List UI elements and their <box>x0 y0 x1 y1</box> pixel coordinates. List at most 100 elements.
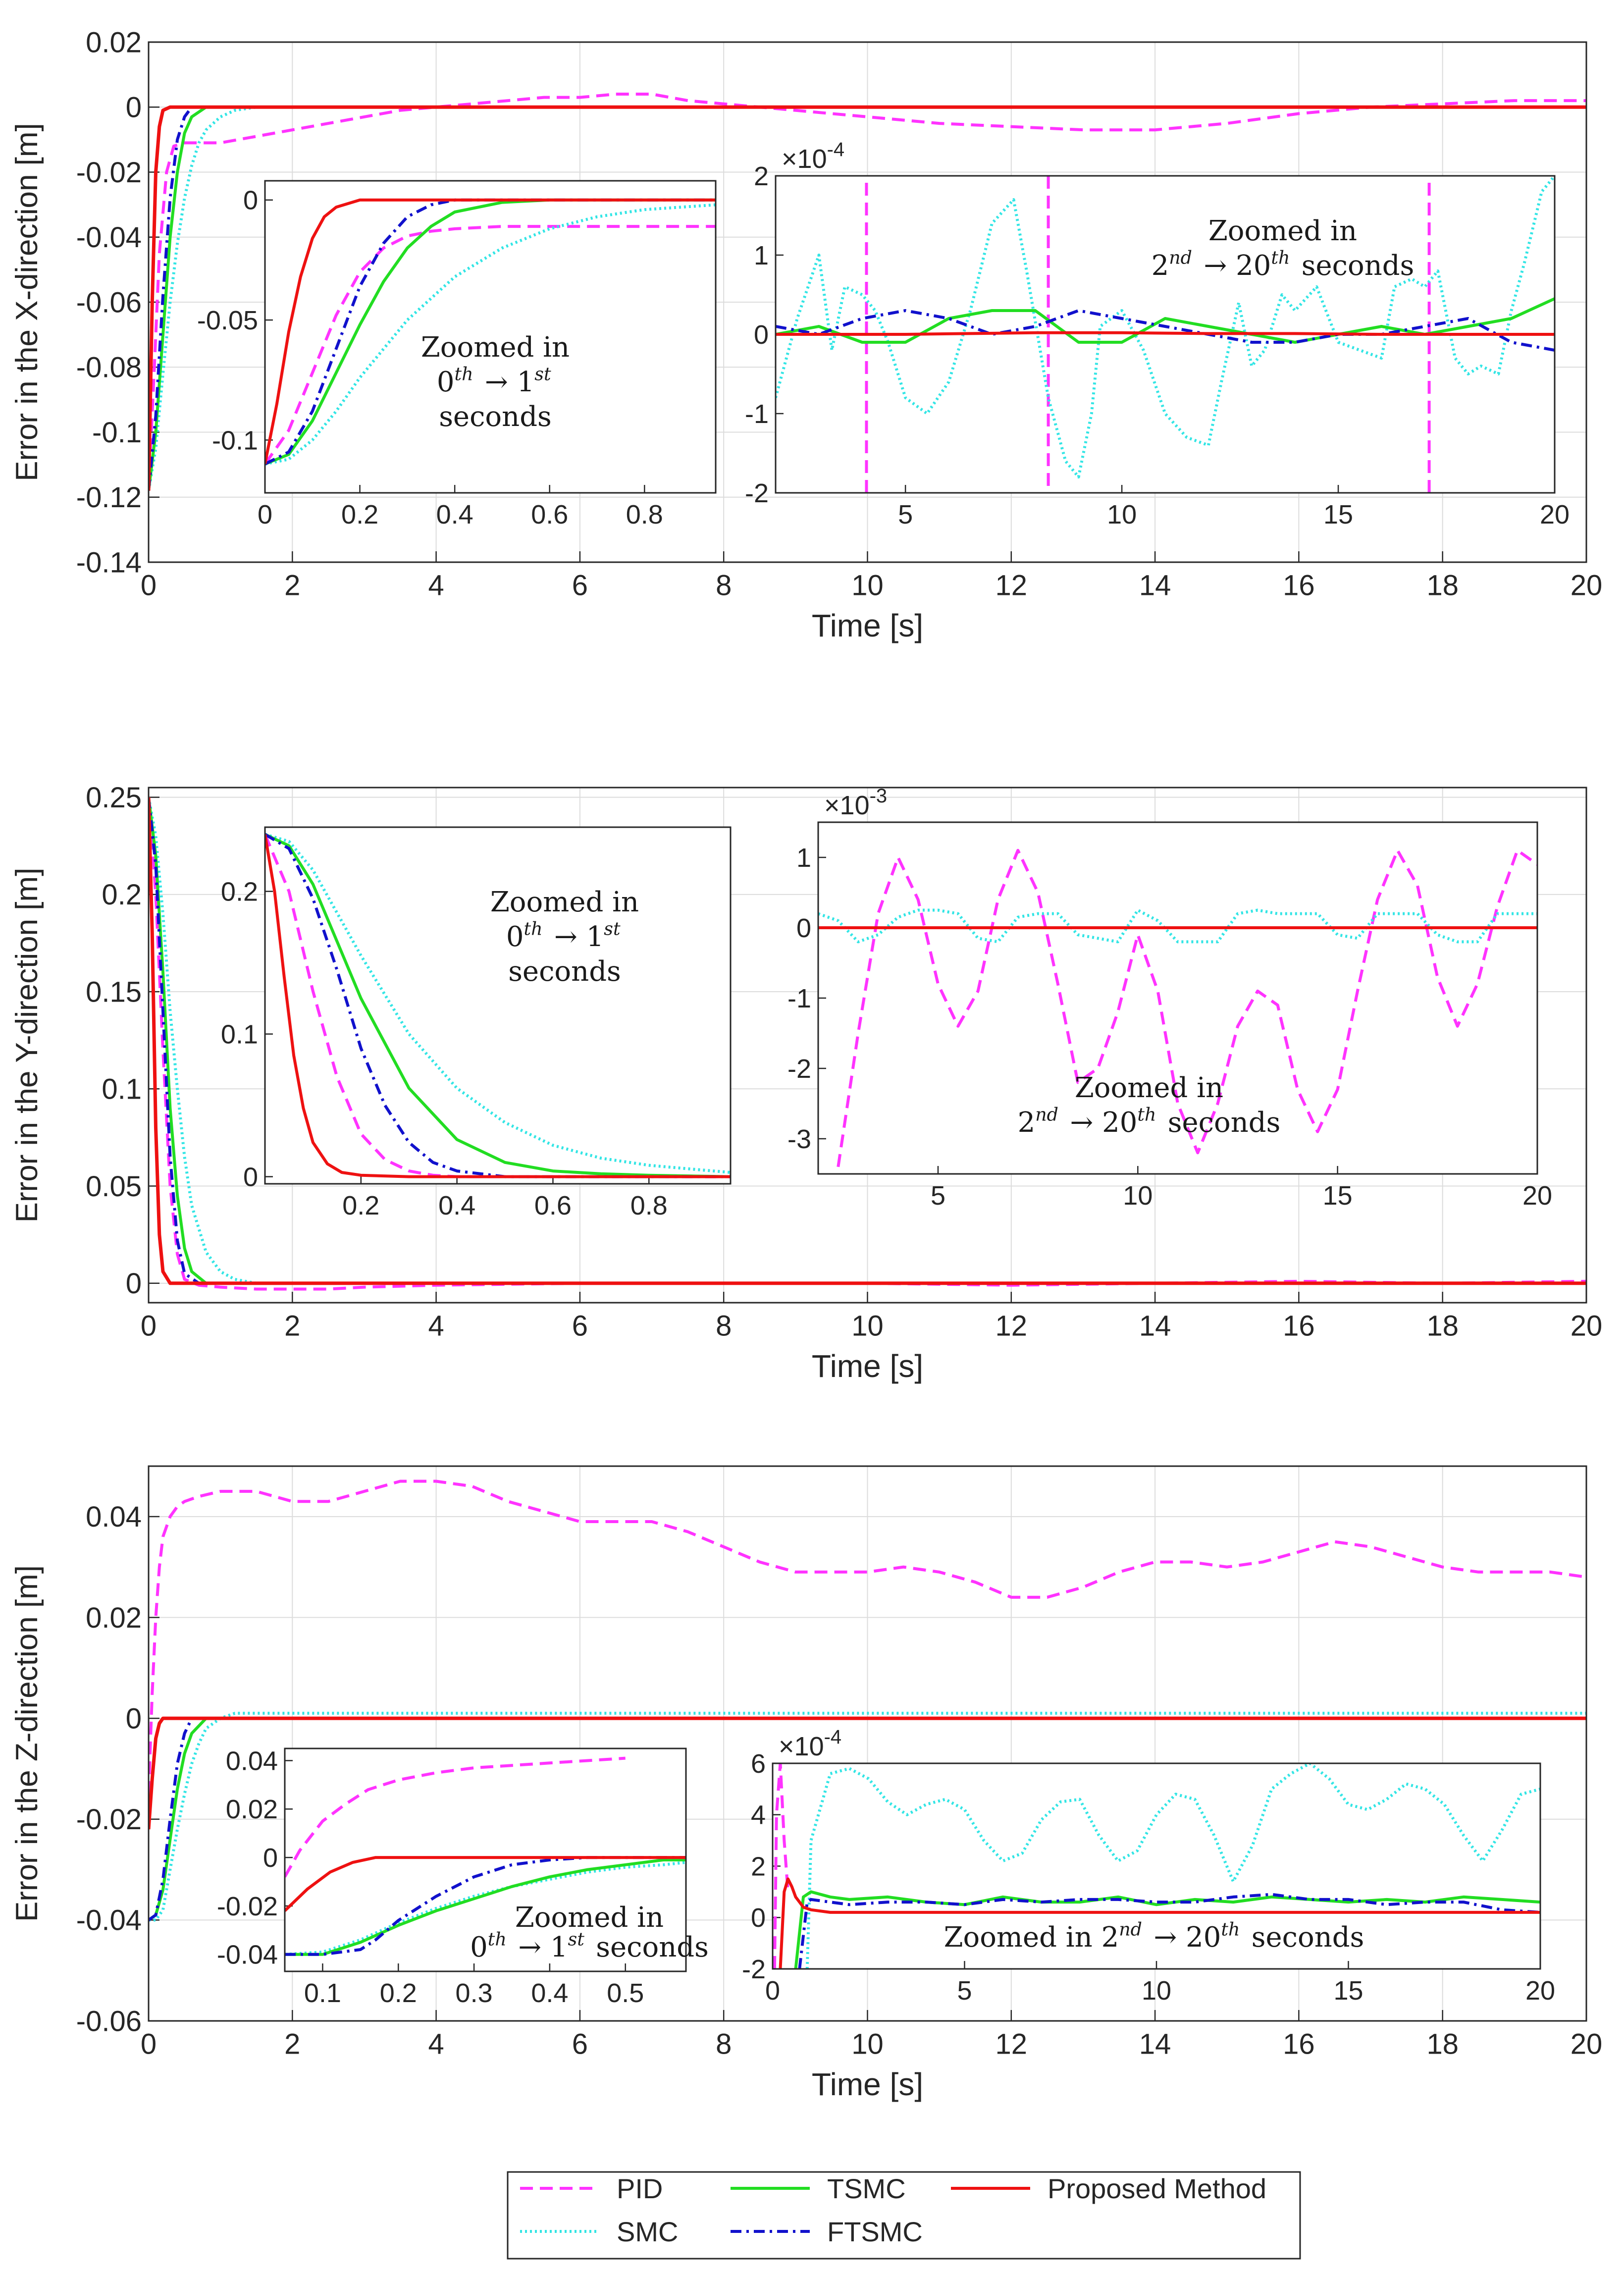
y-in1-xtick-label: 0.2 <box>342 1191 379 1220</box>
y-ytick-label: 0 <box>126 1268 142 1300</box>
y-in2-series-pid <box>837 848 1537 1167</box>
z-in2-series-ftsmc <box>798 1893 1540 1969</box>
x-in1-series-smc <box>265 203 716 466</box>
x-in2-xtick-label: 5 <box>898 500 913 529</box>
legend-label-pid: PID <box>617 2173 663 2204</box>
z-series-pid <box>149 1480 1586 1794</box>
x-xtick-label: 16 <box>1283 570 1315 602</box>
x-ylabel: Error in the X-direction [m] <box>10 123 44 481</box>
z-in1-series-ftsmc <box>285 1856 686 1956</box>
z-in2-frame <box>772 1762 1541 1970</box>
y-in2-ytick-label: -2 <box>787 1054 811 1084</box>
y-in2-annotation-line: 2nd → 20th seconds <box>1018 1104 1281 1139</box>
x-in2-annotation-line: Zoomed in <box>1208 215 1357 247</box>
z-xtick-label: 12 <box>995 2028 1028 2061</box>
y-in2-plot-area <box>818 822 1537 1174</box>
x-in2-frame <box>775 175 1556 494</box>
x-in1-plot-area <box>265 181 716 493</box>
y-in2-ytick-label: 0 <box>796 913 811 943</box>
x-in1-ytick-label: -0.1 <box>212 425 258 455</box>
z-in2-exponent: ×10-4 <box>779 1726 841 1761</box>
y-in1-series-ftsmc <box>265 833 731 1178</box>
legend: PID TSMC Proposed Method SMC FTSMC <box>507 2171 1301 2260</box>
x-in1-xtick-label: 0.6 <box>531 500 568 529</box>
z-ytick-label: -0.06 <box>76 2005 142 2037</box>
z-xtick-label: 8 <box>716 2028 732 2061</box>
z-in2-series-pid <box>773 1763 789 1969</box>
x-in2-xtick-label: 20 <box>1540 500 1570 529</box>
x-in2-exponent: ×10-4 <box>782 139 844 174</box>
z-xtick-label: 0 <box>141 2028 157 2061</box>
z-in1-xtick-label: 0.1 <box>304 1978 341 2008</box>
x-in1-xtick-label: 0.4 <box>436 500 473 529</box>
legend-box <box>507 2171 1301 2260</box>
x-xlabel: Time [s] <box>812 608 923 643</box>
y-in1-series-tsmc <box>265 833 731 1178</box>
z-in1-ytick-label: 0 <box>263 1843 278 1873</box>
x-in1-ytick-label: 0 <box>243 186 258 215</box>
x-in2-xtick-label: 15 <box>1323 500 1353 529</box>
legend-item-pid: PID <box>520 2173 663 2204</box>
x-ytick-label: -0.02 <box>76 157 142 189</box>
y-xtick-label: 0 <box>141 1310 157 1342</box>
z-series-smc <box>149 1711 1586 1922</box>
y-xtick-label: 10 <box>851 1310 884 1342</box>
y-xtick-label: 14 <box>1139 1310 1171 1342</box>
y-xtick-label: 12 <box>995 1310 1028 1342</box>
z-in2-xtick-label: 20 <box>1525 1976 1555 2006</box>
z-in2-ytick-label: 6 <box>751 1749 766 1779</box>
panel-y-direction: 0 2 4 6 8 10 12 14 16 18 2000.050.10.150.20.25Time… <box>10 782 1602 1384</box>
y-in1-xtick-label: 0.4 <box>438 1191 475 1220</box>
x-ytick-label: 0.02 <box>86 26 142 58</box>
x-ytick-label: -0.04 <box>76 221 142 254</box>
z-xtick-label: 14 <box>1139 2028 1171 2061</box>
y-xtick-label: 6 <box>572 1310 588 1342</box>
z-in2-ytick-label: 0 <box>751 1903 766 1933</box>
x-xtick-label: 4 <box>428 570 444 602</box>
z-in2-xtick-label: 10 <box>1142 1976 1171 2006</box>
x-in2-annotation-line: 2nd → 20th seconds <box>1152 247 1414 282</box>
z-in1-annotation-line: 0th → 1st seconds <box>470 1929 709 1963</box>
y-ytick-label: 0.2 <box>102 879 142 911</box>
z-xtick-label: 4 <box>428 2028 444 2061</box>
x-ytick-label: -0.1 <box>92 417 142 449</box>
x-ytick-label: -0.14 <box>76 546 142 579</box>
x-xtick-label: 6 <box>572 570 588 602</box>
x-ytick-label: -0.06 <box>76 286 142 318</box>
z-in1-ytick-label: 0.02 <box>226 1795 278 1824</box>
z-in1-series-pid <box>285 1756 626 1878</box>
x-in2-series-ftsmc <box>776 309 1555 352</box>
z-in1-xtick-label: 0.5 <box>607 1978 644 2008</box>
z-in2-series-smc <box>805 1763 1540 1969</box>
y-in1-ytick-label: 0.1 <box>221 1020 258 1050</box>
z-in2-plot-area <box>773 1763 1540 1969</box>
z-in2-ytick-label: 4 <box>751 1800 766 1830</box>
x-ytick-label: 0 <box>126 92 142 124</box>
z-in2-series-tsmc <box>794 1890 1540 1969</box>
z-in1-ytick-label: -0.02 <box>217 1892 278 1921</box>
x-in2-ytick-label: 2 <box>754 161 769 191</box>
z-xtick-label: 18 <box>1426 2028 1459 2061</box>
y-xlabel: Time [s] <box>812 1348 923 1384</box>
legend-label-proposed: Proposed Method <box>1048 2173 1266 2204</box>
z-ytick-label: -0.04 <box>76 1905 142 1937</box>
z-in1-xtick-label: 0.3 <box>456 1978 493 2008</box>
y-series-proposed <box>149 797 1586 1285</box>
x-series-proposed <box>149 105 1586 491</box>
y-series-ftsmc <box>149 797 1586 1285</box>
z-xtick-label: 10 <box>851 2028 884 2061</box>
x-in2-xtick-label: 10 <box>1107 500 1137 529</box>
x-xtick-label: 8 <box>716 570 732 602</box>
z-xlabel: Time [s] <box>812 2066 923 2102</box>
z-in1-xtick-label: 0.4 <box>531 1978 568 2008</box>
y-in1-series-smc <box>265 833 731 1174</box>
z-xtick-label: 6 <box>572 2028 588 2061</box>
z-xtick-label: 20 <box>1571 2028 1603 2061</box>
legend-item-proposed: Proposed Method <box>951 2173 1266 2204</box>
legend-label-tsmc: TSMC <box>827 2173 906 2204</box>
z-in1-ytick-label: -0.04 <box>217 1940 278 1970</box>
